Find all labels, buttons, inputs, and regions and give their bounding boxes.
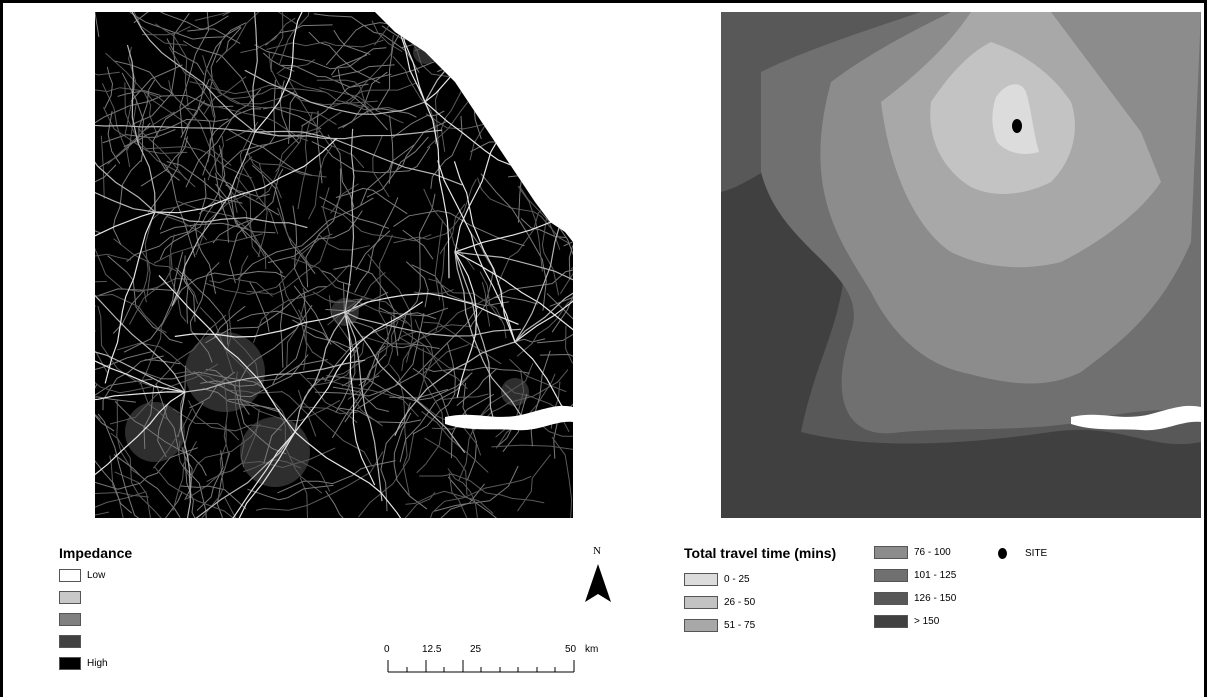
scale-tick-12-5: 12.5 — [422, 644, 442, 655]
scale-tick-50: 50 — [565, 644, 577, 655]
travel-time-map — [721, 12, 1201, 518]
travel-time-label: > 150 — [914, 615, 940, 627]
site-legend: SITE — [998, 548, 1047, 559]
travel-time-label: 51 - 75 — [724, 619, 756, 631]
travel-time-legend-item: 76 - 100 — [874, 544, 951, 560]
impedance-legend-item: Low — [59, 567, 105, 583]
travel-time-legend-title: Total travel time (mins) — [684, 545, 837, 561]
travel-time-label: 101 - 125 — [914, 569, 957, 581]
travel-time-swatch — [684, 595, 718, 609]
travel-time-legend-item: > 150 — [874, 613, 939, 629]
travel-time-swatch — [684, 618, 718, 632]
travel-time-label: 0 - 25 — [724, 573, 750, 585]
impedance-swatch — [59, 612, 81, 626]
impedance-label: High — [87, 657, 108, 669]
impedance-legend-item: High — [59, 655, 108, 671]
scale-bar: 0 12.5 25 50 km — [382, 644, 602, 674]
travel-time-legend-item: 126 - 150 — [874, 590, 956, 606]
impedance-legend-item — [59, 589, 87, 605]
impedance-map — [95, 12, 573, 518]
travel-time-swatch — [874, 545, 908, 559]
impedance-swatch — [59, 590, 81, 604]
site-dot-icon — [998, 548, 1007, 559]
travel-time-label: 26 - 50 — [724, 596, 756, 608]
travel-time-swatch — [874, 614, 908, 628]
impedance-swatch — [59, 656, 81, 670]
impedance-swatch — [59, 634, 81, 648]
site-marker — [1012, 119, 1022, 133]
scale-unit: km — [585, 644, 599, 655]
travel-time-legend-item: 51 - 75 — [684, 617, 755, 633]
travel-time-label: 76 - 100 — [914, 546, 951, 558]
impedance-legend-item — [59, 633, 87, 649]
north-arrow-icon — [585, 564, 611, 602]
north-label: N — [593, 545, 601, 557]
travel-time-legend-item: 0 - 25 — [684, 571, 750, 587]
scale-tick-0: 0 — [384, 644, 390, 655]
travel-time-swatch — [684, 572, 718, 586]
travel-time-label: 126 - 150 — [914, 592, 957, 604]
site-legend-label: SITE — [1025, 548, 1048, 559]
travel-time-swatch — [874, 591, 908, 605]
travel-time-legend-item: 26 - 50 — [684, 594, 755, 610]
impedance-label: Low — [87, 569, 106, 581]
impedance-swatch — [59, 568, 81, 582]
impedance-legend-item — [59, 611, 87, 627]
travel-time-swatch — [874, 568, 908, 582]
scale-tick-25: 25 — [470, 644, 482, 655]
travel-time-legend-item: 101 - 125 — [874, 567, 956, 583]
impedance-legend-title: Impedance — [59, 545, 133, 561]
